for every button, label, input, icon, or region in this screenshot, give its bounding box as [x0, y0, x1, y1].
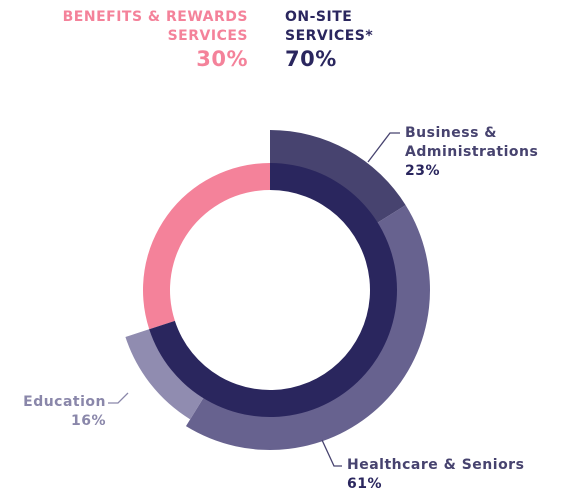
- outer-segment: [185, 205, 430, 450]
- value-label: 61%: [347, 476, 383, 492]
- value-label: 23%: [405, 163, 441, 179]
- segment-label: Healthcare & Seniors 61%: [347, 456, 564, 494]
- category-label: Healthcare & Seniors: [347, 457, 525, 473]
- legend-label: ON-SITE SERVICES*: [285, 9, 374, 44]
- inner-segment: [143, 163, 270, 330]
- category-label: Business & Administrations: [405, 125, 539, 160]
- leader-line: [108, 392, 129, 404]
- legend-item: ON-SITE SERVICES* 70%: [285, 8, 395, 72]
- outer-segment: [270, 130, 406, 224]
- legend-label: BENEFITS & REWARDS SERVICES: [62, 9, 248, 44]
- leader-line: [321, 439, 342, 467]
- segment-label: Education 16%: [6, 393, 106, 431]
- outer-segment: [125, 328, 204, 420]
- value-label: 16%: [70, 413, 106, 429]
- value-label: 70%: [285, 47, 337, 71]
- leader-line: [367, 132, 400, 163]
- segment-label: Business & Administrations 23%: [405, 124, 564, 181]
- value-label: 30%: [196, 47, 248, 71]
- legend-item: BENEFITS & REWARDS SERVICES 30%: [18, 8, 248, 72]
- category-label: Education: [23, 394, 106, 410]
